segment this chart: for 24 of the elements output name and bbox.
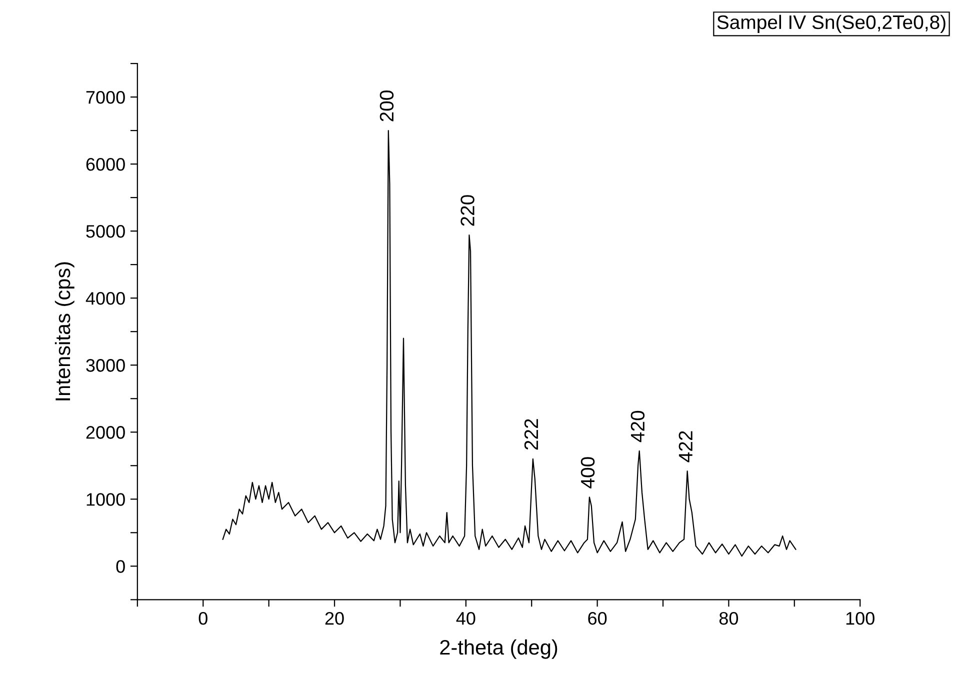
annotation: 420: [630, 410, 645, 442]
x-tick-label: 80: [719, 612, 738, 625]
x-tick-label: 0: [198, 612, 208, 625]
line-series: [222, 130, 796, 557]
annotation: 220: [460, 195, 474, 226]
x-axis-title: 2-theta (deg): [440, 639, 558, 659]
text: Sampel IV Sn(Se0,2Te0,8): [717, 14, 946, 33]
annotation: 200: [380, 90, 394, 122]
y-tick-label: 3000: [86, 359, 125, 372]
x-tick-label: 20: [325, 612, 344, 625]
y-tick-label: 4000: [86, 292, 125, 305]
y-tick-label: 5000: [86, 225, 125, 238]
annotation: 422: [678, 431, 692, 462]
y-axis-title: Intensitas (cps): [54, 262, 74, 400]
y-tick-label: 6000: [86, 158, 125, 171]
annotation: 222: [524, 419, 538, 450]
y-tick-label: 1000: [86, 493, 125, 506]
x-tick-label: 40: [456, 612, 476, 625]
y-tick-label: 0: [116, 560, 125, 573]
x-tick-label: 100: [846, 612, 874, 625]
y-tick-label: 7000: [86, 90, 125, 104]
x-tick-label: 60: [588, 612, 607, 625]
y-tick-label: 2000: [86, 426, 125, 439]
annotation: 400: [580, 457, 595, 488]
